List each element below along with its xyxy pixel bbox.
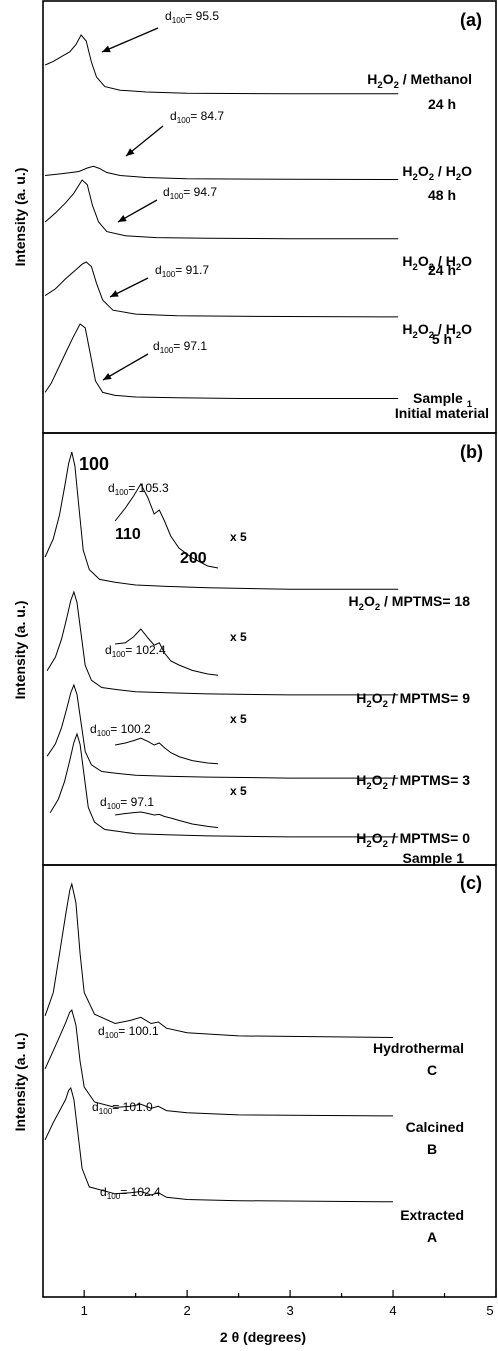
panel-a-d100-2: d100= 84.7 (170, 109, 224, 125)
panel-b-trace-1 (44, 451, 399, 590)
panel-b-zoom-trace-1 (114, 482, 219, 569)
panel-a-series-sub-1: 24 h (428, 96, 456, 112)
panel-b-ylabel: Intensity (a. u.) (12, 601, 28, 700)
panel-c-series-sub-1: C (427, 1062, 437, 1078)
panel-c-frame (42, 864, 497, 1298)
panel-a-arrow-5 (102, 353, 149, 381)
panel-b-magnification-1: x 5 (230, 530, 247, 544)
panel-b-series-label-3: H2O2 / MPTMS= 3 (356, 772, 470, 792)
panel-a-series-label-5: Sample 1 (413, 390, 473, 410)
panel-c-trace-1 (44, 882, 394, 1038)
panel-c-series-label-1: Hydrothermal (373, 1040, 464, 1056)
x-axis: 1 2 3 4 5 (81, 1290, 497, 1318)
panel-a-arrow-1-head (102, 45, 111, 53)
panel-b-series-label-1: H2O2 / MPTMS= 18 (349, 593, 471, 613)
x-tick-label-5: 5 (486, 1303, 493, 1318)
panel-a-traces: d100= 95.5 H2O2 / Methanol 24 h d100= 84.7 H… (44, 9, 489, 421)
panel-b-d100-3: d100= 100.2 (90, 722, 151, 738)
panel-b-label: (b) (460, 442, 483, 462)
panel-a-trace-5 (44, 323, 399, 399)
panel-c-d100-1: d100= 100.1 (98, 1024, 159, 1040)
panel-c: Intensity (a. u.) (c) d100= 100.1 Hydroth… (12, 864, 497, 1345)
panel-b-zoom-trace-4 (115, 811, 219, 829)
panel-a-arrow-1 (101, 27, 159, 53)
panel-b-zoom-trace-2 (115, 628, 219, 676)
panel-a-frame (42, 0, 497, 434)
panel-c-label: (c) (460, 873, 482, 893)
panel-a-trace-1 (44, 34, 399, 95)
panel-b-traces: x 5 d100= 105.3 H2O2 / MPTMS= 18 x 5 d100= 1… (44, 451, 471, 866)
panel-b-magnification-2: x 5 (230, 630, 247, 644)
panel-a-series-sub-5: Initial material (395, 405, 489, 421)
reflection-200: 200 (180, 550, 207, 567)
panel-b-zoom-trace-3 (115, 737, 219, 765)
panel-c-trace-3 (44, 1086, 394, 1203)
panel-a-trace-2 (45, 165, 399, 180)
panel-b-magnification-3: x 5 (230, 712, 247, 726)
panel-a-series-label-4: H2O2 / H2O (402, 321, 472, 341)
panel-c-ylabel: Intensity (a. u.) (12, 1033, 28, 1132)
panel-a-label: (a) (460, 10, 482, 30)
panel-b-d100-1: d100= 105.3 (108, 481, 169, 497)
panel-c-series-sub-3: A (427, 1229, 437, 1245)
reflection-110: 110 (115, 526, 141, 543)
panel-a-ylabel: Intensity (a. u.) (12, 168, 28, 267)
panel-a-arrow-5-head (103, 372, 112, 380)
panel-a-series-label-1: H2O2 / Methanol (367, 71, 472, 91)
panel-a-d100-1: d100= 95.5 (165, 9, 219, 25)
panel-c-series-label-3: Extracted (400, 1207, 464, 1223)
panel-c-series-sub-2: B (427, 1141, 437, 1157)
x-tick-label-2: 2 (184, 1303, 191, 1318)
panel-a-series-label-2: H2O2 / H2O (402, 163, 472, 183)
panel-a-arrow-3-head (118, 215, 127, 222)
panel-b-trace-3 (46, 683, 399, 779)
panel-c-series-label-2: Calcined (406, 1119, 464, 1135)
panel-a: Intensity (a. u.) (a) d100= 95.5 H2O2 / M… (12, 0, 497, 434)
panel-c-d100-3: d100= 102.4 (100, 1185, 161, 1201)
reflection-100: 100 (79, 454, 109, 474)
panel-a-trace-3 (44, 179, 399, 240)
panel-b: Intensity (a. u.) (b) x 5 d100= 105.3 H2O2… (12, 432, 497, 866)
panel-a-arrow-2-head (126, 148, 135, 156)
panel-b-series-label-2: H2O2 / MPTMS= 9 (356, 690, 470, 710)
panel-b-magnification-4: x 5 (230, 784, 247, 798)
panel-b-d100-2: d100= 102.4 (105, 643, 166, 659)
panel-c-d100-2: d100= 101.0 (92, 1100, 153, 1116)
panel-b-series-sub-4: Sample 1 (403, 850, 465, 866)
panel-b-trace-2 (46, 590, 399, 696)
panel-b-d100-4: d100= 97.1 (100, 795, 154, 811)
panel-a-d100-5: d100= 97.1 (153, 339, 207, 355)
x-tick-label-1: 1 (81, 1303, 88, 1318)
x-axis-label: 2 θ (degrees) (220, 1329, 306, 1345)
panel-a-series-sub-2: 48 h (428, 187, 456, 203)
panel-b-trace-4 (49, 732, 399, 838)
panel-a-arrow-4-head (110, 290, 119, 297)
panel-a-trace-4 (44, 261, 399, 318)
panel-b-series-label-4: H2O2 / MPTMS= 0 (356, 830, 470, 850)
panel-c-trace-2 (44, 1009, 394, 1117)
x-tick-label-4: 4 (389, 1303, 396, 1318)
panel-a-series-sub-4: 5 h (432, 331, 452, 347)
panel-a-series-sub-3: 24 h (428, 262, 456, 278)
panel-a-series-label-3: H2O2 / H2O (402, 253, 472, 273)
x-tick-label-3: 3 (286, 1303, 293, 1318)
panel-a-d100-3: d100= 94.7 (163, 185, 217, 201)
panel-a-d100-4: d100= 91.7 (155, 263, 209, 279)
